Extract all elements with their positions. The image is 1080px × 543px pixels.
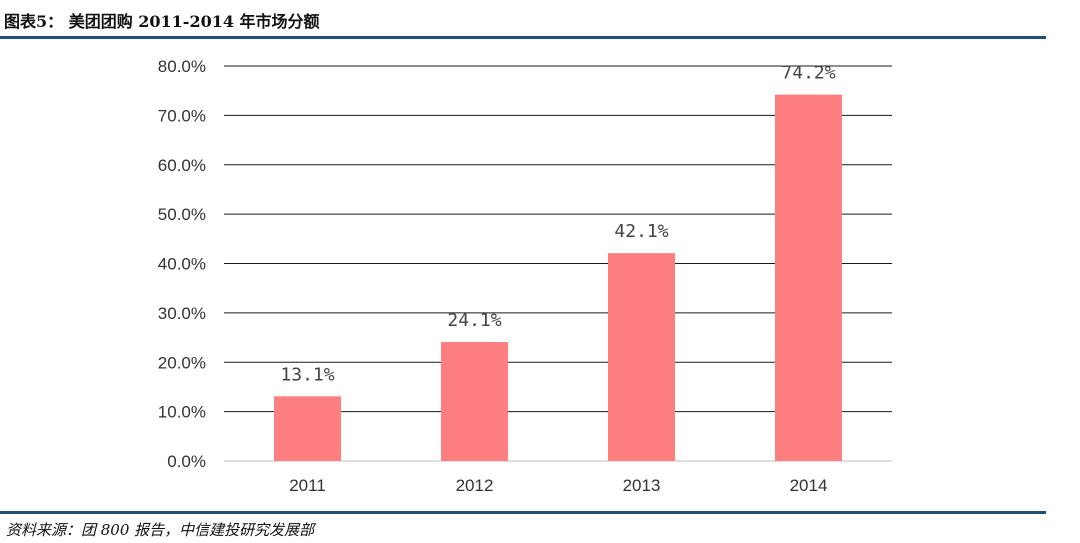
data-label-2011: 13.1%	[280, 364, 334, 385]
y-tick-label: 80.0%	[158, 57, 206, 76]
x-axis-ticks: 2011 2012 2013 2014	[289, 476, 827, 495]
y-tick-label: 40.0%	[158, 255, 206, 274]
y-tick-label: 10.0%	[158, 403, 206, 422]
y-tick-label: 20.0%	[158, 353, 206, 372]
x-tick-label: 2012	[456, 476, 494, 495]
source-rule	[0, 511, 1046, 514]
bar-2013	[608, 253, 675, 461]
y-tick-label: 60.0%	[158, 156, 206, 175]
figure-title: 图表5： 美团团购 2011-2014 年市场分额	[4, 12, 320, 31]
title-rule	[0, 36, 1046, 39]
bar-2014	[775, 94, 842, 461]
source-note: 资料来源：团 800 报告，中信建投研究发展部	[6, 521, 315, 539]
data-label-2012: 24.1%	[447, 310, 501, 331]
x-tick-label: 2014	[790, 476, 828, 495]
bar-2012	[441, 342, 508, 461]
bar-2011	[274, 396, 341, 461]
y-tick-label: 0.0%	[167, 452, 206, 471]
data-label-2013: 42.1%	[614, 221, 668, 242]
y-axis-ticks: 0.0% 10.0% 20.0% 30.0% 40.0% 50.0% 60.0% 70.0% 8…	[158, 57, 206, 471]
x-tick-label: 2013	[623, 476, 661, 495]
x-tick-label: 2011	[289, 476, 326, 495]
data-label-2014: 74.2%	[781, 63, 835, 84]
bars	[274, 94, 842, 461]
y-tick-label: 70.0%	[158, 106, 206, 125]
y-tick-label: 30.0%	[158, 304, 206, 323]
data-labels: 13.1% 24.1% 42.1% 74.2%	[280, 63, 835, 386]
y-tick-label: 50.0%	[158, 205, 206, 224]
